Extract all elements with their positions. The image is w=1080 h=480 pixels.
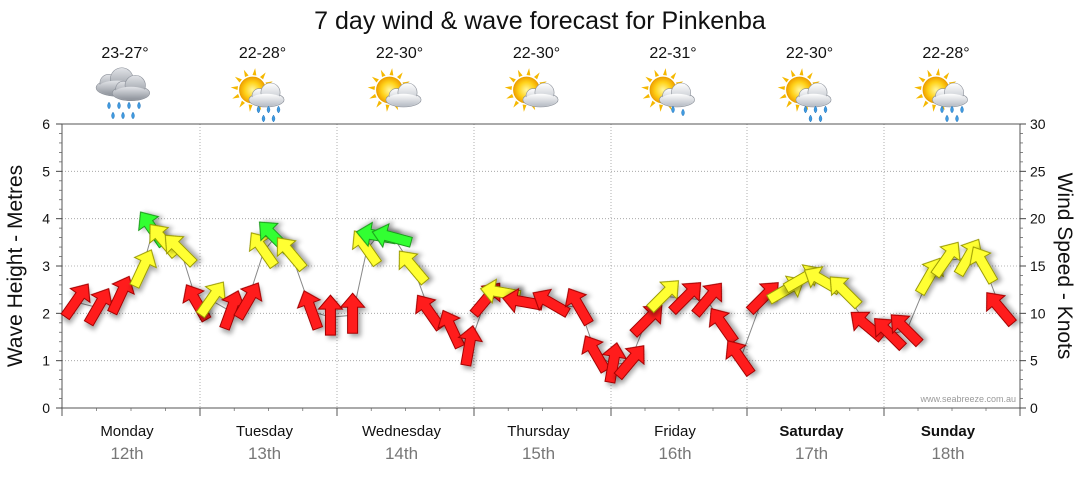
right-tick-label: 20 xyxy=(1030,211,1046,227)
day-name-sunday: Sunday xyxy=(921,423,976,440)
rain-drops xyxy=(107,101,141,120)
left-tick-label: 2 xyxy=(42,305,50,321)
wind-arrow-marker xyxy=(829,276,863,310)
temperature-range: 22-30° xyxy=(513,45,560,62)
left-tick-label: 5 xyxy=(42,163,50,179)
left-tick-label: 6 xyxy=(42,116,50,132)
wind-arrow-marker xyxy=(276,237,308,273)
day-labels: Monday 12th Tuesday 13th Wednesday 14th Thursd… xyxy=(100,423,975,463)
wind-arrow-marker xyxy=(986,292,1018,328)
plot-area xyxy=(61,123,1021,409)
temperature-range: 22-30° xyxy=(786,45,833,62)
right-tick-label: 5 xyxy=(1030,353,1038,369)
wind-arrow-marker xyxy=(107,275,135,316)
wind-arrow-marker xyxy=(564,287,594,327)
left-tick-label: 0 xyxy=(42,400,50,416)
right-tick-label: 30 xyxy=(1030,116,1046,132)
wind-arrow-marker xyxy=(60,283,91,321)
wind-arrow-marker xyxy=(969,246,999,285)
wind-arrow-marker xyxy=(613,345,645,381)
day-date-wednesday: 14th xyxy=(385,444,418,463)
temperature-range: 22-28° xyxy=(922,45,969,62)
day-name-tuesday: Tuesday xyxy=(236,423,293,440)
wind-arrow-marker xyxy=(668,282,702,316)
rain-drops xyxy=(256,105,281,123)
rain-drops xyxy=(940,105,964,123)
wind-arrow-marker xyxy=(339,292,366,334)
wind-arrow-marker xyxy=(371,223,413,249)
day-name-wednesday: Wednesday xyxy=(362,423,441,440)
wind-arrow-marker xyxy=(890,314,924,348)
temperature-range: 22-28° xyxy=(239,45,286,62)
wind-arrows xyxy=(60,211,1018,384)
wind-arrow-marker xyxy=(708,307,739,345)
rain-drops xyxy=(671,105,685,117)
wind-arrow-marker xyxy=(415,294,446,332)
wind-arrow-marker xyxy=(629,304,663,338)
wind-arrow-marker xyxy=(532,288,571,318)
cloud-shape xyxy=(522,82,559,108)
y-axis-label-right: Wind Speed - Knots xyxy=(1053,173,1076,360)
wind-arrow-marker xyxy=(930,241,961,279)
day-date-sunday: 18th xyxy=(931,444,964,463)
wind-arrow-marker xyxy=(645,280,680,314)
right-axis: 0 5 10 15 20 25 30 xyxy=(1020,116,1046,416)
grid xyxy=(61,124,1021,416)
wind-arrow-marker xyxy=(129,249,158,289)
day-date-saturday: 17th xyxy=(795,444,828,463)
wind-arrow-marker xyxy=(233,282,263,321)
cloud-shape xyxy=(248,82,285,108)
cloud-shape xyxy=(112,74,151,102)
sun-rain-cloud-icon xyxy=(777,68,832,123)
wind-arrow-marker xyxy=(469,282,501,318)
heavy-rain-cloud-icon xyxy=(95,67,151,120)
chart-title: 7 day wind & wave forecast for Pinkenba xyxy=(314,7,766,35)
rain-drops xyxy=(803,105,828,123)
temperature-range: 22-31° xyxy=(649,45,696,62)
wind-arrow-marker xyxy=(581,335,611,374)
cloud-shape xyxy=(659,82,695,108)
right-tick-label: 0 xyxy=(1030,400,1038,416)
left-tick-label: 3 xyxy=(42,258,50,274)
day-date-friday: 16th xyxy=(658,444,691,463)
sun-rain-cloud-icon xyxy=(230,68,285,123)
day-name-saturday: Saturday xyxy=(779,423,844,440)
wind-arrow-marker xyxy=(725,340,756,378)
temperature-range: 22-30° xyxy=(376,45,423,62)
left-tick-label: 4 xyxy=(42,211,50,227)
right-tick-label: 15 xyxy=(1030,258,1046,274)
watermark: www.seabreeze.com.au xyxy=(919,394,1016,404)
sun-rain-cloud-icon xyxy=(914,68,968,123)
wind-arrow-marker xyxy=(398,250,430,286)
right-tick-label: 10 xyxy=(1030,305,1046,321)
cloud-shape xyxy=(932,82,968,108)
day-name-friday: Friday xyxy=(654,423,696,440)
sun-light-rain-cloud-icon xyxy=(641,68,695,117)
wind-arrow-marker xyxy=(691,282,723,318)
day-date-tuesday: 13th xyxy=(248,444,281,463)
sun-cloud-icon xyxy=(504,68,559,112)
left-tick-label: 1 xyxy=(42,353,50,369)
wind-arrow-marker xyxy=(457,324,484,367)
day-name-monday: Monday xyxy=(100,423,154,440)
day-name-thursday: Thursday xyxy=(507,423,570,440)
sun-cloud-icon xyxy=(367,68,422,112)
right-tick-label: 25 xyxy=(1030,163,1046,179)
wind-arrow-marker xyxy=(437,309,466,350)
left-axis: 0 1 2 3 4 5 6 xyxy=(42,116,62,416)
wind-arrow-marker xyxy=(164,234,198,268)
weather-row: 23-27° 22-28° 22-30° 22-30° 22-31° 22-30° 22-2… xyxy=(95,45,970,123)
wind-arrow-marker xyxy=(296,290,324,331)
cloud-shape xyxy=(385,82,422,108)
y-axis-label-left: Wave Height - Metres xyxy=(4,165,27,367)
day-date-thursday: 15th xyxy=(522,444,555,463)
wind-arrow-marker xyxy=(317,294,344,336)
day-date-monday: 12th xyxy=(110,444,143,463)
temperature-range: 23-27° xyxy=(101,45,148,62)
cloud-shape xyxy=(795,82,832,108)
wind-arrow-marker xyxy=(601,342,628,384)
